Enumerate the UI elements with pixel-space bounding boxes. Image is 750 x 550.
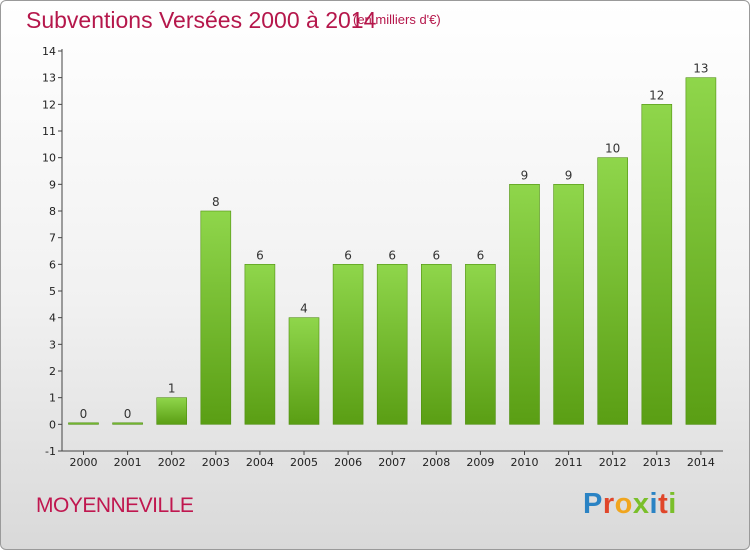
y-tick-label: 5 xyxy=(49,285,56,298)
y-tick-label: 6 xyxy=(49,258,56,271)
y-tick-label: -1 xyxy=(45,445,56,458)
y-tick-label: 13 xyxy=(42,72,56,85)
logo-letter: i xyxy=(668,488,677,520)
y-tick-label: 2 xyxy=(49,365,56,378)
y-tick-label: 7 xyxy=(49,232,56,245)
bar xyxy=(288,317,320,425)
bar-value-label: 6 xyxy=(256,248,264,262)
y-tick-label: 14 xyxy=(42,45,56,58)
bar xyxy=(200,210,232,425)
bar-value-label: 4 xyxy=(300,302,308,316)
logo-letter: x xyxy=(632,488,650,520)
proxiti-logo: Proxiti xyxy=(583,488,677,521)
x-tick-label: 2002 xyxy=(158,456,186,469)
logo-letter: o xyxy=(614,488,633,520)
x-tick-label: 2009 xyxy=(466,456,494,469)
y-tick-label: 1 xyxy=(49,392,56,405)
logo-letter: P xyxy=(583,488,603,520)
bar-value-label: 0 xyxy=(80,407,88,421)
x-tick-label: 2001 xyxy=(114,456,142,469)
x-tick-label: 2011 xyxy=(555,456,583,469)
bar-value-label: 13 xyxy=(693,62,708,76)
bar-value-label: 12 xyxy=(649,88,664,102)
bar-value-label: 10 xyxy=(605,142,620,156)
y-tick-label: 10 xyxy=(42,152,56,165)
y-tick-label: 4 xyxy=(49,312,56,325)
y-tick-label: 8 xyxy=(49,205,56,218)
bar-value-label: 9 xyxy=(565,168,573,182)
bar-value-label: 8 xyxy=(212,195,220,209)
chart-title: Subventions Versées 2000 à 2014 xyxy=(26,7,377,33)
bar xyxy=(597,157,629,425)
y-tick-label: 3 xyxy=(49,338,56,351)
bar xyxy=(420,263,452,425)
x-tick-label: 2000 xyxy=(70,456,98,469)
commune-name: MOYENNEVILLE xyxy=(36,494,194,517)
x-tick-label: 2010 xyxy=(511,456,539,469)
bar-value-label: 6 xyxy=(432,248,440,262)
bar-value-label: 1 xyxy=(168,382,176,396)
bar-value-label: 0 xyxy=(124,407,132,421)
bar-value-label: 6 xyxy=(388,248,396,262)
y-tick-label: 11 xyxy=(42,125,56,138)
x-tick-label: 2014 xyxy=(687,456,715,469)
y-tick-label: 12 xyxy=(42,98,56,111)
x-tick-label: 2005 xyxy=(290,456,318,469)
x-tick-label: 2012 xyxy=(599,456,627,469)
bar-value-label: 9 xyxy=(521,168,529,182)
bar xyxy=(156,397,187,425)
x-tick-label: 2003 xyxy=(202,456,230,469)
bar xyxy=(685,77,717,425)
logo-letter: t xyxy=(658,488,669,520)
y-tick-label: 9 xyxy=(49,178,56,191)
chart-unit-label: (en milliers d'€) xyxy=(353,12,441,27)
logo-letter: i xyxy=(649,488,659,520)
bar xyxy=(244,263,276,425)
bar xyxy=(509,184,540,425)
bar-value-label: 6 xyxy=(477,248,485,262)
x-tick-label: 2013 xyxy=(643,456,671,469)
logo-letter: r xyxy=(602,488,615,520)
bar xyxy=(376,263,408,425)
bar xyxy=(68,422,99,425)
bar xyxy=(553,184,584,425)
bar xyxy=(332,263,364,425)
bar xyxy=(112,422,143,425)
y-tick-label: 0 xyxy=(49,418,56,431)
x-tick-label: 2004 xyxy=(246,456,274,469)
bar xyxy=(641,104,673,425)
x-tick-label: 2007 xyxy=(378,456,406,469)
x-tick-label: 2006 xyxy=(334,456,362,469)
x-tick-label: 2008 xyxy=(422,456,450,469)
bar-value-label: 6 xyxy=(344,248,352,262)
bar xyxy=(465,263,496,425)
